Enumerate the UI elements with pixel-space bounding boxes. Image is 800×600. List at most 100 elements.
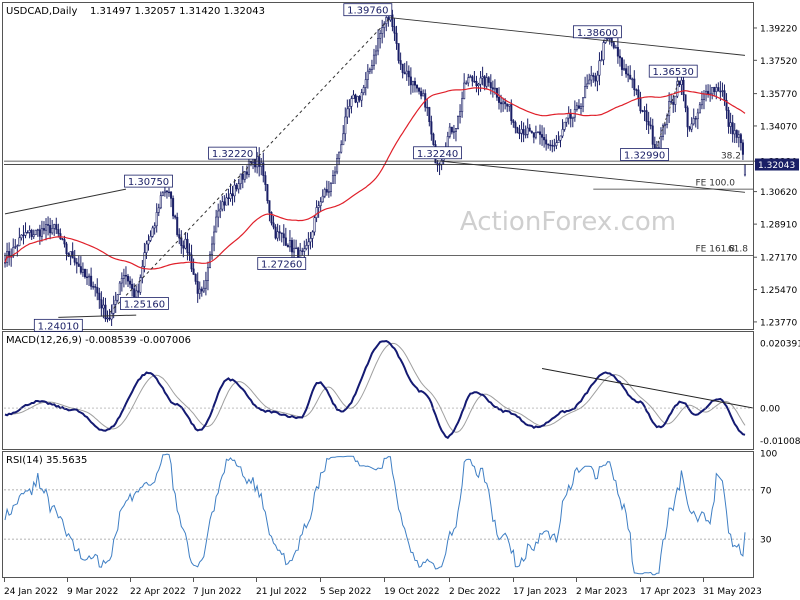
candle-body (278, 231, 281, 234)
candle-body (569, 112, 572, 119)
candle-body (303, 248, 306, 252)
price-label-box (648, 64, 698, 78)
candle-body (696, 112, 699, 120)
candle-body (582, 97, 585, 107)
candle-body (625, 68, 628, 75)
candle-body (139, 277, 142, 293)
candle-body (315, 207, 318, 219)
candle-body (272, 222, 275, 228)
candle-body (620, 57, 624, 70)
candle-body (77, 263, 80, 267)
candle-body (57, 229, 60, 234)
candle-body (393, 26, 396, 34)
candle-body (122, 275, 125, 279)
x-axis-label: 31 May 2023 (703, 587, 762, 597)
candle-body (743, 164, 746, 176)
candle-body (75, 261, 78, 265)
candle-body (584, 86, 587, 99)
candle-body (666, 115, 669, 125)
watermark: ActionForex.com (460, 207, 676, 237)
candle-body (202, 287, 205, 292)
candle-body (664, 124, 667, 126)
candle-body (690, 123, 693, 130)
candle-body (344, 116, 347, 135)
candle-body (528, 127, 531, 132)
candle-body (196, 281, 199, 294)
candle-body (502, 101, 505, 105)
candle-body (268, 200, 271, 213)
candle-body (422, 93, 425, 97)
macd-trendline (541, 367, 753, 409)
candle-body (651, 125, 654, 145)
candle-body (454, 128, 457, 132)
candle-body (372, 54, 375, 66)
candle-body (151, 227, 154, 237)
candle-body (559, 135, 562, 141)
x-axis-label: 17 Apr 2023 (640, 587, 696, 597)
candle-body (188, 252, 191, 256)
candle-body (452, 131, 455, 133)
price-label-text: 1.25160 (124, 299, 165, 310)
candle-body (153, 225, 156, 229)
candle-body (598, 60, 601, 76)
projection-dashed-line (109, 17, 391, 314)
price-label-text: 1.24010 (38, 321, 79, 332)
candle-body (508, 104, 511, 107)
candle-body (463, 82, 466, 100)
candle-body (430, 121, 433, 135)
candle-body (473, 80, 476, 83)
x-axis-label: 22 Apr 2022 (130, 587, 186, 597)
candle-body (211, 243, 214, 255)
candle-body (145, 243, 148, 253)
candle-body (338, 151, 341, 159)
candle-body (85, 276, 89, 278)
candle-body (92, 286, 95, 288)
candle-body (317, 205, 320, 208)
rsi-title: RSI(14) 35.5635 (6, 455, 87, 466)
candle-body (161, 192, 164, 196)
price-label-text: 1.32220 (212, 149, 253, 160)
candle-body (606, 37, 609, 40)
candle-body (565, 117, 568, 123)
candle-body (680, 79, 683, 85)
candle-body (596, 74, 599, 82)
candle-body (411, 81, 414, 86)
candle-body (692, 118, 695, 125)
macd-axis-label: -0.010087 (760, 437, 800, 447)
candle-body (124, 275, 127, 277)
price-label-text: 1.27260 (261, 260, 302, 271)
candle-body (133, 288, 136, 298)
candle-body (635, 89, 638, 91)
candle-body (616, 47, 619, 57)
candle-body (307, 241, 310, 246)
candle-body (71, 251, 74, 259)
candle-body (100, 299, 103, 309)
candle-body (118, 282, 121, 295)
candle-body (707, 90, 710, 95)
candle-body (59, 233, 62, 239)
candle-body (659, 136, 662, 151)
candle-body (20, 234, 23, 239)
price-label-text: 1.30750 (128, 177, 169, 188)
candle-body (536, 131, 539, 134)
candle-body (676, 81, 679, 97)
candle-body (282, 233, 285, 239)
rsi-axis-label: 100 (760, 450, 777, 460)
candle-body (489, 82, 492, 89)
price-axis-label: 1.35770 (760, 90, 797, 100)
candle-body (309, 238, 312, 243)
fib-annotation: FE 100.0 (696, 178, 736, 188)
x-axis-label: 17 Jan 2023 (513, 587, 567, 597)
fib-annotation: 61.8 (728, 244, 748, 254)
price-axis-label: 1.28910 (760, 221, 797, 231)
candle-body (500, 102, 503, 105)
price-label-box (208, 146, 257, 160)
candle-body (551, 144, 554, 147)
candle-body (465, 82, 468, 85)
candle-body (241, 173, 244, 180)
candle-body (553, 145, 556, 147)
candle-body (49, 225, 52, 234)
candle-body (612, 42, 615, 48)
price-label-box (620, 148, 669, 161)
